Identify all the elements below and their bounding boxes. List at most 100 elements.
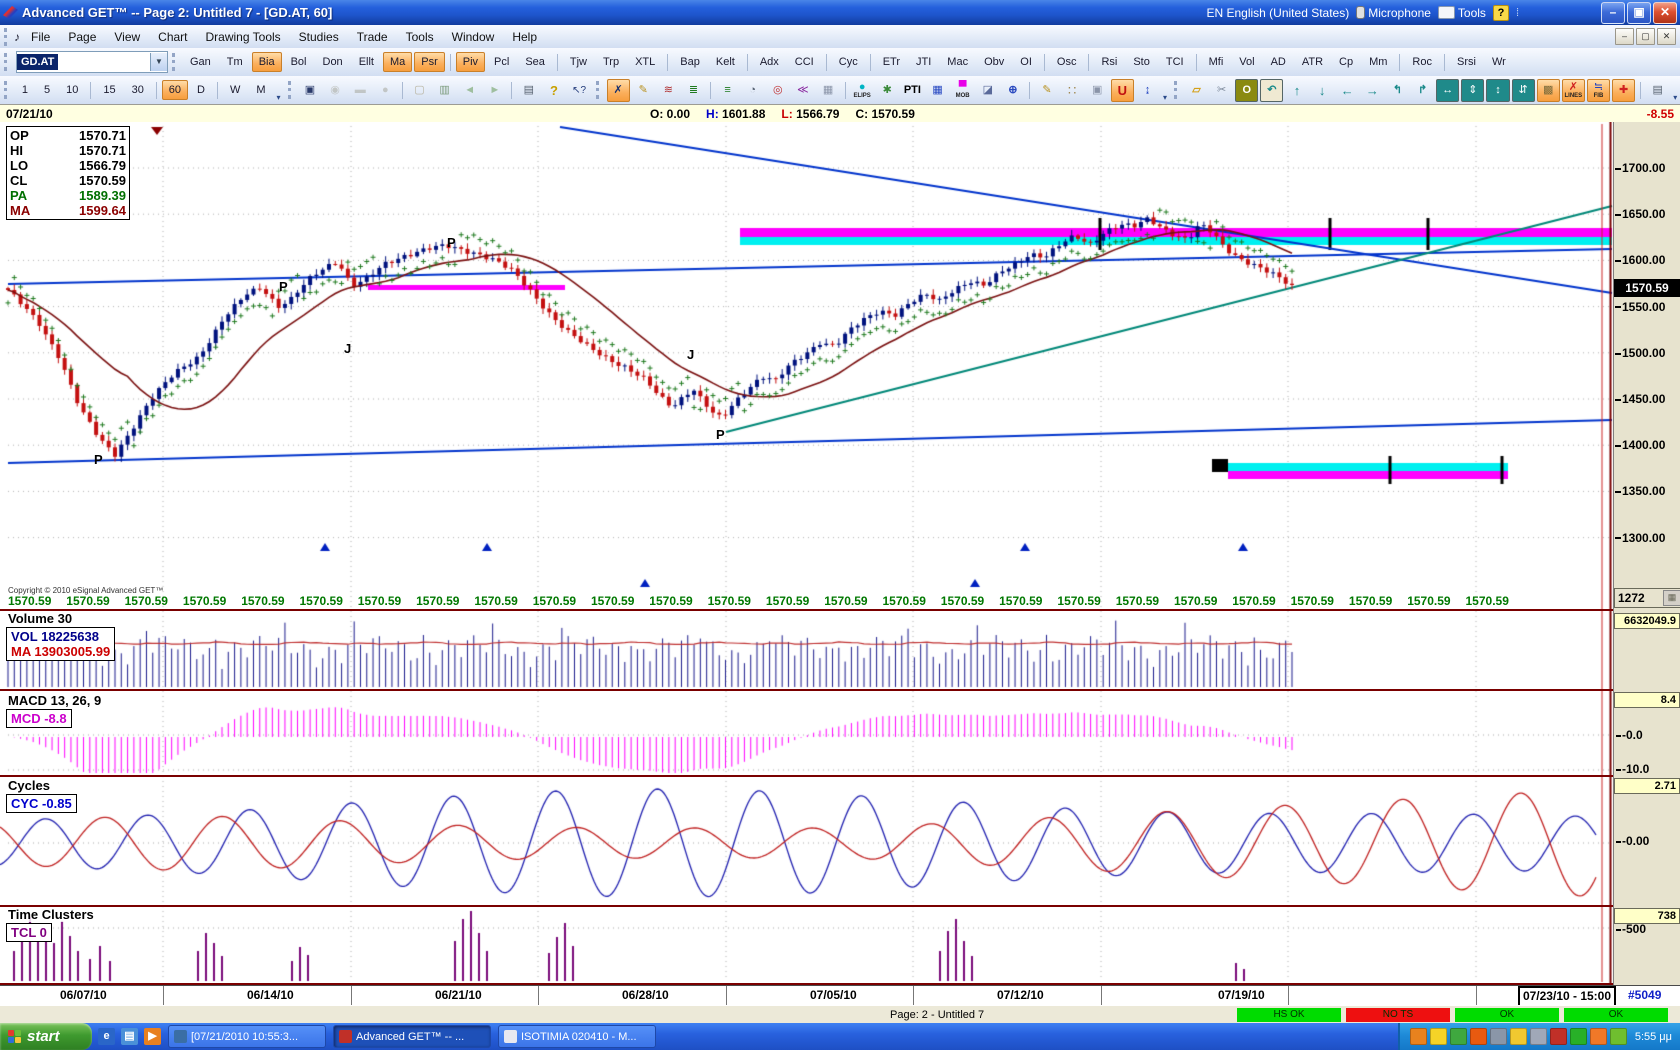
taskbar-window-button[interactable]: ISOTIMIA 020410 - M... <box>498 1025 656 1048</box>
split-price-icon[interactable]: ↨ <box>1144 83 1151 96</box>
study-bol-button[interactable]: Bol <box>290 56 307 68</box>
panel-separator[interactable] <box>0 609 1680 611</box>
menu-window[interactable]: Window <box>451 29 495 44</box>
timeframe-1-button[interactable]: 1 <box>21 84 28 96</box>
panel-separator[interactable] <box>0 689 1680 691</box>
study-mm-button[interactable]: Mm <box>1369 56 1388 68</box>
menu-help[interactable]: Help <box>512 29 537 44</box>
study-bia-button[interactable]: Bia <box>251 52 282 72</box>
study-sto-button[interactable]: Sto <box>1133 56 1150 68</box>
menu-tools[interactable]: Tools <box>405 29 434 44</box>
mob-button[interactable]: ▀ MOB <box>955 80 970 99</box>
ellipse-tool-icon[interactable]: ● ELIPS <box>853 80 871 99</box>
tray-icon[interactable] <box>1429 1028 1447 1045</box>
study-ad-button[interactable]: AD <box>1270 56 1286 68</box>
study-obv-button[interactable]: Obv <box>984 56 1005 68</box>
menu-trade[interactable]: Trade <box>356 29 388 44</box>
mdi-minimize-button[interactable]: – <box>1615 28 1634 45</box>
oval-tool-icon[interactable]: ● <box>382 83 389 96</box>
menu-page[interactable]: Page <box>68 29 97 44</box>
study-xtl-button[interactable]: XTL <box>635 56 656 68</box>
bar-style-icon[interactable]: ▬ <box>354 83 366 96</box>
reset-scale-icon[interactable]: ⇵ <box>1511 78 1535 102</box>
toolbar-grip[interactable] <box>4 53 10 71</box>
bullseye-icon[interactable]: ◎ <box>773 83 783 96</box>
language-indicator[interactable]: EN English (United States) <box>1206 5 1350 20</box>
mdi-close-button[interactable]: ✕ <box>1657 28 1676 45</box>
study-sea-button[interactable]: Sea <box>525 56 545 68</box>
grid-blue-icon[interactable]: ▦ <box>932 83 943 96</box>
study-oi-button[interactable]: OI <box>1020 56 1032 68</box>
tray-icon[interactable] <box>1409 1028 1427 1045</box>
print-icon[interactable]: ▤ <box>523 83 535 96</box>
page-back-icon[interactable]: ◄ <box>464 83 476 96</box>
menu-file[interactable]: File <box>31 29 51 44</box>
study-osc-button[interactable]: Osc <box>1056 56 1077 68</box>
symbol-combobox[interactable]: GD.AT ▼ <box>16 51 168 73</box>
help-icon[interactable]: ? <box>550 82 558 98</box>
horizontal-lines-icon[interactable]: ≡ <box>724 83 731 96</box>
study-vol-button[interactable]: Vol <box>1239 56 1255 68</box>
panel-separator[interactable] <box>0 983 1680 985</box>
combo-dropdown-icon[interactable]: ▼ <box>150 53 167 71</box>
study-piv-button[interactable]: Piv <box>455 52 486 72</box>
timeframe-30-button[interactable]: 30 <box>131 84 144 96</box>
study-adx-button[interactable]: Adx <box>759 56 779 68</box>
toolbar-grip[interactable] <box>172 53 178 71</box>
timeframe-15-button[interactable]: 15 <box>103 84 116 96</box>
menu-studies[interactable]: Studies <box>298 29 339 44</box>
lines-toggle-button[interactable]: ✗ LINES <box>1561 78 1585 102</box>
eraser-icon[interactable]: ◪ <box>982 83 993 96</box>
tray-icon[interactable] <box>1489 1028 1507 1045</box>
tray-icon[interactable] <box>1609 1028 1627 1045</box>
langbar-options-icon[interactable]: ⁞ <box>1515 6 1520 19</box>
crosshair-toggle-button[interactable]: ✚ <box>1612 78 1636 102</box>
timeframe-5-button[interactable]: 5 <box>44 84 51 96</box>
study-cp-button[interactable]: Cp <box>1339 56 1354 68</box>
language-help-button[interactable]: ? <box>1492 4 1509 21</box>
toolbar-grip[interactable] <box>287 81 294 99</box>
fan-lines-icon[interactable]: ≪ <box>797 83 809 96</box>
price-chart-canvas[interactable] <box>0 122 1613 985</box>
study-kelt-button[interactable]: Kelt <box>715 56 735 68</box>
tray-icon[interactable] <box>1449 1028 1467 1045</box>
zoom-in-icon[interactable]: ⊕ <box>1008 83 1018 96</box>
expert-trendline-icon[interactable]: ✗ <box>606 78 630 102</box>
price-axis[interactable]: 1570.59 1272 ▦ 6632049.9 8.4 -0.0 -10.0 … <box>1613 122 1680 985</box>
toolbar-overflow-icon[interactable]: ▾ <box>276 93 281 102</box>
undo-scroll-icon[interactable]: ↶ <box>1260 78 1284 102</box>
grid-tool-icon[interactable]: ▦ <box>822 83 834 96</box>
date-axis[interactable]: 07/23/10 - 15:00 #5049 06/07/10 06/14/10 0… <box>0 985 1680 1007</box>
tray-icon[interactable] <box>1549 1028 1567 1045</box>
timeframe-60-button[interactable]: 60 <box>161 80 189 100</box>
properties-icon[interactable]: ▤ <box>1652 83 1663 96</box>
study-mac-button[interactable]: Mac <box>947 56 969 68</box>
toolbar-overflow-icon[interactable]: ▾ <box>1673 93 1678 102</box>
study-rsi-button[interactable]: Rsi <box>1101 56 1118 68</box>
chart-window-icon[interactable]: ♪ <box>14 29 20 44</box>
study-trp-button[interactable]: Trp <box>603 56 620 68</box>
save-page-icon[interactable]: ▥ <box>439 83 450 96</box>
quick-launch-show-desktop-icon[interactable]: ▤ <box>121 1028 138 1045</box>
tray-icon[interactable] <box>1569 1028 1587 1045</box>
blocks-icon[interactable]: ∷ <box>1067 82 1077 98</box>
pencil-line-icon[interactable]: ✎ <box>638 83 648 96</box>
toolbar-grip[interactable] <box>1174 81 1180 99</box>
study-srsi-button[interactable]: Srsi <box>1456 56 1476 68</box>
timeframe-m-button[interactable]: M <box>256 84 266 96</box>
pages-copy-icon[interactable]: ▣ <box>1092 83 1103 96</box>
page-layout-icon[interactable]: ▣ <box>304 83 316 96</box>
new-page-icon[interactable]: ▢ <box>414 83 425 96</box>
fib-toggle-button[interactable]: ≒ FIB <box>1586 78 1611 102</box>
microphone-button[interactable]: Microphone <box>1356 6 1431 20</box>
pitchfork-icon[interactable]: ✱ <box>882 83 892 96</box>
minimize-button[interactable]: – <box>1601 2 1625 24</box>
study-roc-button[interactable]: Roc <box>1412 56 1432 68</box>
u-regression-button[interactable]: U <box>1110 78 1134 102</box>
study-ma-button[interactable]: Ma <box>382 52 413 72</box>
context-help-icon[interactable]: ↖? <box>572 84 587 96</box>
toolbar-grip[interactable] <box>595 81 602 99</box>
tray-icon[interactable] <box>1589 1028 1607 1045</box>
study-ellt-button[interactable]: Ellt <box>358 56 374 68</box>
expand-vertical-icon[interactable]: ↕ <box>1486 78 1510 102</box>
